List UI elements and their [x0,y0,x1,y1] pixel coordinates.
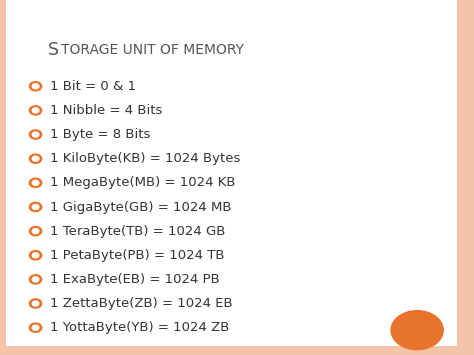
Circle shape [32,204,39,209]
Text: 1 Nibble = 4 Bits: 1 Nibble = 4 Bits [50,104,162,117]
Circle shape [32,253,39,258]
Text: 1 ExaByte(EB) = 1024 PB: 1 ExaByte(EB) = 1024 PB [50,273,219,286]
Circle shape [29,202,42,212]
Text: 1 Bit = 0 & 1: 1 Bit = 0 & 1 [50,80,136,93]
Circle shape [29,226,42,236]
Circle shape [29,323,42,332]
Text: 1 Byte = 8 Bits: 1 Byte = 8 Bits [50,128,150,141]
Text: 1 MegaByte(MB) = 1024 KB: 1 MegaByte(MB) = 1024 KB [50,176,235,190]
Circle shape [391,311,443,350]
Circle shape [29,154,42,163]
Text: 1 GigaByte(GB) = 1024 MB: 1 GigaByte(GB) = 1024 MB [50,201,231,214]
Circle shape [29,106,42,115]
Circle shape [29,82,42,91]
Text: 1 ZettaByte(ZB) = 1024 EB: 1 ZettaByte(ZB) = 1024 EB [50,297,232,310]
Circle shape [29,299,42,308]
FancyBboxPatch shape [0,0,6,355]
Text: 1 KiloByte(KB) = 1024 Bytes: 1 KiloByte(KB) = 1024 Bytes [50,152,240,165]
Circle shape [29,130,42,139]
Circle shape [29,251,42,260]
Circle shape [29,275,42,284]
Circle shape [32,156,39,161]
Circle shape [32,325,39,330]
Text: 1 TeraByte(TB) = 1024 GB: 1 TeraByte(TB) = 1024 GB [50,225,225,238]
Circle shape [32,84,39,89]
Circle shape [32,277,39,282]
Text: 1 PetaByte(PB) = 1024 TB: 1 PetaByte(PB) = 1024 TB [50,249,224,262]
Circle shape [32,132,39,137]
Circle shape [29,178,42,187]
FancyBboxPatch shape [457,0,474,355]
Text: S: S [47,41,58,59]
Circle shape [32,229,39,234]
Circle shape [32,180,39,185]
Circle shape [32,108,39,113]
FancyBboxPatch shape [0,346,474,355]
Circle shape [32,301,39,306]
Text: TORAGE UNIT OF MEMORY: TORAGE UNIT OF MEMORY [61,43,244,56]
Text: 1 YottaByte(YB) = 1024 ZB: 1 YottaByte(YB) = 1024 ZB [50,321,229,334]
